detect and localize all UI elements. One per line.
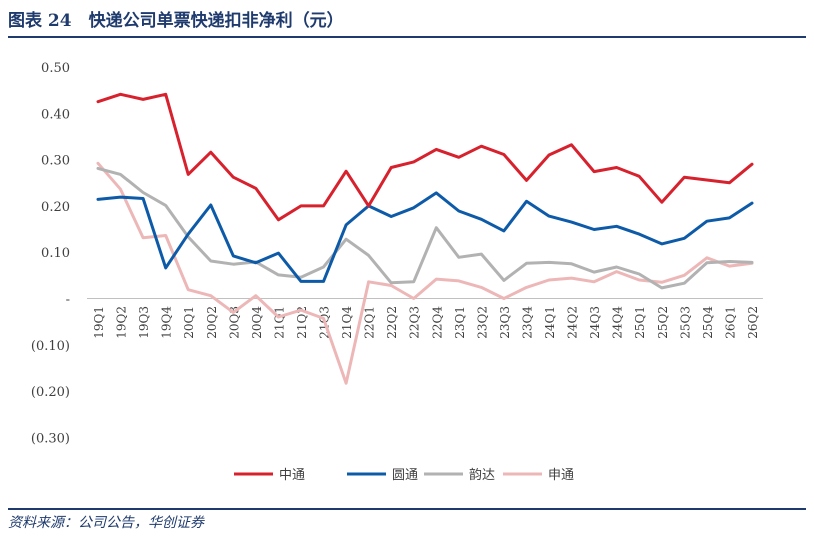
x-tick-label: 24Q3	[588, 306, 602, 339]
x-tick-label: 22Q2	[385, 306, 399, 339]
x-tick-label: 22Q1	[363, 306, 377, 339]
source-note: 资料来源：公司公告，华创证券	[8, 515, 204, 531]
figure-title: 图表 24 快递公司单票快递扣非净利（元）	[8, 11, 344, 31]
legend-label: 申通	[548, 468, 574, 483]
x-tick-label: 25Q4	[701, 306, 715, 339]
header: 图表 24 快递公司单票快递扣非净利（元）	[8, 0, 806, 38]
legend: 中通 圆通 韵达 申通	[234, 468, 574, 483]
y-tick-label: 0.20	[41, 200, 70, 215]
x-tick-label: 25Q3	[678, 306, 692, 339]
x-tick-label: 20Q4	[250, 306, 264, 339]
series-line-1	[96, 92, 754, 222]
x-tick-label: 26Q2	[746, 306, 760, 339]
series-line-2	[96, 191, 754, 283]
legend-label: 中通	[279, 468, 305, 483]
y-tick-label: 0.40	[41, 107, 70, 122]
x-tick-label: 19Q4	[160, 306, 174, 339]
x-tick-label: 20Q2	[205, 306, 219, 339]
x-tick-label: 20Q3	[227, 306, 241, 339]
x-tick-label: 21Q1	[272, 306, 286, 339]
x-tick-label: 19Q1	[92, 306, 106, 339]
x-tick-label: 22Q3	[408, 306, 422, 339]
y-tick-label: 0.50	[41, 61, 70, 76]
legend-label: 圆通	[392, 468, 418, 483]
y-tick-label: (0.10)	[31, 339, 70, 354]
x-tick-label: 25Q2	[656, 306, 670, 339]
x-tick-label: 23Q4	[520, 306, 534, 339]
series-lines	[96, 92, 754, 385]
x-tick-label: 24Q4	[611, 306, 625, 339]
series-line-3	[96, 166, 754, 290]
x-tick-label: 22Q4	[430, 306, 444, 339]
x-tick-label: 26Q1	[723, 306, 737, 339]
x-tick-label: 20Q1	[182, 306, 196, 339]
x-tick-label: 25Q1	[633, 306, 647, 339]
x-tick-label: 21Q4	[340, 306, 354, 339]
series-line-4	[96, 161, 754, 385]
x-axis-ticks: 19Q1 19Q2 19Q3 19Q4 20Q1 20Q2 20Q3 20Q4 21Q1 21Q2…	[92, 306, 760, 339]
y-tick-label: (0.20)	[31, 385, 70, 400]
y-tick-label: 0.30	[41, 154, 70, 169]
x-tick-label: 24Q1	[543, 306, 557, 339]
legend-label: 韵达	[469, 468, 495, 483]
title-rule	[8, 36, 806, 38]
line-chart: 0.500.400.300.200.10-(0.10)(0.20)(0.30) …	[31, 61, 763, 483]
y-tick-label: 0.10	[41, 246, 70, 261]
x-tick-label: 23Q3	[498, 306, 512, 339]
x-tick-label: 19Q3	[137, 306, 151, 339]
footer-rule	[8, 508, 806, 510]
y-axis-ticks: 0.50 0.40 0.30 0.20 0.10 - (0.10) (0.20) (0.30)	[31, 61, 70, 446]
x-tick-label: 24Q2	[566, 306, 580, 339]
x-tick-label: 23Q2	[475, 306, 489, 339]
x-tick-label: 21Q2	[295, 306, 309, 339]
x-tick-label: 19Q2	[115, 306, 129, 339]
y-tick-label: -	[66, 293, 70, 308]
x-tick-label: 23Q1	[453, 306, 467, 339]
y-tick-label: (0.30)	[31, 431, 70, 446]
